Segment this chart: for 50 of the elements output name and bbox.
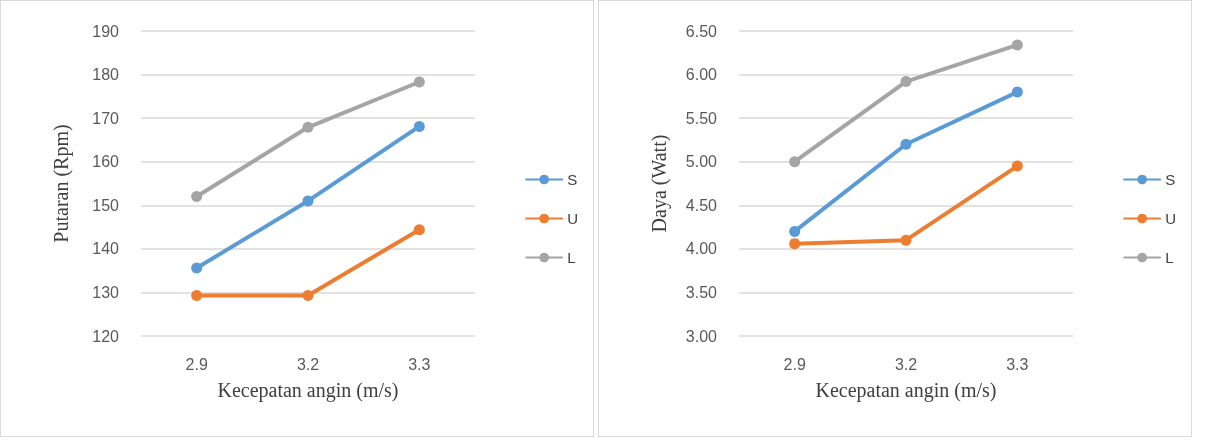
point	[413, 224, 425, 236]
y-tick-label: 190	[92, 22, 120, 40]
point	[191, 262, 203, 274]
y-tick-label: 170	[92, 109, 120, 127]
point	[1011, 39, 1023, 51]
y-tick-label: 6.00	[685, 66, 718, 84]
point	[900, 138, 912, 150]
x-tick-label: 3.3	[1006, 355, 1029, 373]
point	[413, 120, 425, 132]
legend-label: S	[567, 171, 578, 188]
point	[1011, 86, 1023, 98]
point	[789, 156, 801, 168]
x-axis-title: Kecepatan angin (m/s)	[815, 379, 997, 402]
legend-label: L	[1165, 249, 1174, 266]
point	[413, 76, 425, 88]
point	[302, 195, 314, 207]
legend-label: S	[1165, 171, 1176, 188]
y-tick-label: 130	[92, 283, 120, 301]
point	[789, 225, 801, 237]
y-tick-label: 3.50	[685, 283, 718, 301]
point	[191, 191, 203, 203]
y-tick-label: 140	[92, 240, 120, 258]
y-tick-label: 5.00	[685, 153, 718, 171]
point	[900, 234, 912, 246]
point	[1011, 160, 1023, 172]
y-tick-label: 4.00	[685, 240, 718, 258]
y-tick-label: 180	[92, 66, 120, 84]
x-axis-title: Kecepatan angin (m/s)	[217, 379, 399, 402]
legend-label: L	[567, 249, 576, 266]
y-tick-label: 120	[92, 327, 120, 345]
y-tick-label: 3.00	[685, 327, 718, 345]
x-tick-label: 2.9	[783, 355, 806, 373]
y-tick-label: 5.50	[685, 109, 718, 127]
x-tick-label: 3.3	[408, 355, 431, 373]
x-tick-label: 2.9	[185, 355, 208, 373]
y-tick-label: 160	[92, 153, 120, 171]
y-tick-label: 6.50	[685, 22, 718, 40]
y-tick-label: 150	[92, 196, 120, 214]
point	[191, 289, 203, 301]
point	[302, 121, 314, 133]
legend-label: U	[567, 210, 579, 227]
y-tick-label: 4.50	[685, 196, 718, 214]
y-axis-title: Daya (Watt)	[648, 134, 671, 233]
y-axis-title: Putaran (Rpm)	[50, 124, 73, 243]
x-tick-label: 3.2	[894, 355, 918, 373]
point	[302, 289, 314, 301]
point	[789, 238, 801, 250]
point	[900, 76, 912, 88]
legend-label: U	[1165, 210, 1177, 227]
x-tick-label: 3.2	[296, 355, 320, 373]
